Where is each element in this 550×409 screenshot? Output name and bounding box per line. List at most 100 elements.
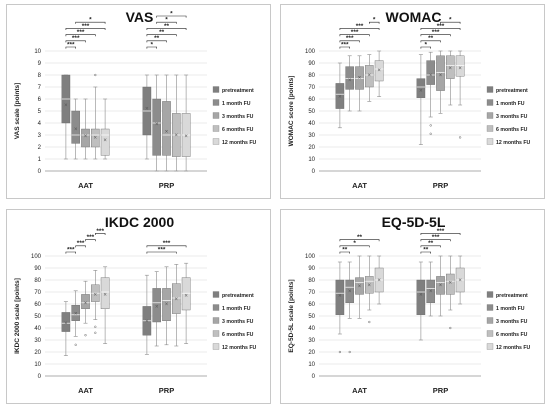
significance-bracket xyxy=(339,28,380,30)
significance-label: * xyxy=(170,10,173,17)
box xyxy=(416,78,426,98)
significance-bracket xyxy=(156,15,187,18)
mean-marker: × xyxy=(74,312,78,318)
y-tick-label: 20 xyxy=(308,350,315,356)
significance-bracket xyxy=(65,34,96,37)
y-tick-label: 2 xyxy=(38,145,42,151)
legend-label: 6 months FU xyxy=(496,332,528,338)
box xyxy=(416,279,426,315)
significance-label: * xyxy=(373,17,376,24)
legend-label: 6 months FU xyxy=(222,127,254,133)
y-tick-label: 40 xyxy=(308,121,315,127)
outlier-point xyxy=(429,132,432,135)
x-category-label: AAT xyxy=(78,386,93,395)
y-tick-label: 1 xyxy=(38,157,42,163)
mean-marker: × xyxy=(377,278,381,284)
y-tick-label: 6 xyxy=(38,97,42,103)
chart-svg-vas: VAS VAS scale [points] 0 1 2 3 4 5 6 7 8 9 10 × × × × × AA… xyxy=(14,9,257,190)
box xyxy=(364,65,374,88)
significance-label: *** xyxy=(72,35,80,42)
y-tick-label: 80 xyxy=(34,278,41,284)
y-tick-label: 10 xyxy=(34,362,41,368)
outlier-point xyxy=(348,350,351,354)
mean-marker: × xyxy=(358,75,362,81)
box xyxy=(355,277,364,295)
y-tick-label: 60 xyxy=(308,97,315,103)
legend-label: pretreatment xyxy=(222,293,254,299)
outlier-point xyxy=(94,73,97,77)
x-category-label: AAT xyxy=(78,181,93,190)
y-tick-label: 10 xyxy=(308,157,315,163)
significance-bracket xyxy=(339,34,370,37)
significance-label: * xyxy=(151,41,154,48)
legend-swatch xyxy=(486,330,494,337)
y-axis-label: EQ-5D-5L scale [points] xyxy=(288,279,295,352)
mean-marker: × xyxy=(184,294,188,300)
mean-marker: × xyxy=(175,133,179,139)
y-tick-label: 5 xyxy=(38,109,42,115)
mean-marker: × xyxy=(145,107,149,113)
box xyxy=(162,288,171,322)
mean-marker: × xyxy=(103,138,107,144)
significance-label: ** xyxy=(423,246,429,253)
legend-label: 3 months FU xyxy=(496,114,528,120)
mean-marker: × xyxy=(64,321,68,327)
box xyxy=(345,66,354,90)
y-tick-label: 60 xyxy=(308,302,315,308)
significance-bracket xyxy=(369,21,380,24)
significance-label: ** xyxy=(428,35,434,42)
significance-label: *** xyxy=(77,240,85,247)
mean-marker: × xyxy=(84,134,88,140)
mean-marker: × xyxy=(449,280,453,286)
legend-swatch xyxy=(212,112,220,119)
significance-bracket xyxy=(65,40,86,43)
significance-bracket xyxy=(65,251,76,254)
significance-label: *** xyxy=(432,29,440,36)
box xyxy=(335,279,345,315)
mean-marker: × xyxy=(184,134,188,140)
y-axis-label: IKDC 2000 scale [points] xyxy=(14,278,21,354)
y-tick-label: 50 xyxy=(34,314,41,320)
significance-bracket xyxy=(156,21,177,24)
significance-label: * xyxy=(353,240,356,247)
chart-svg-womac: WOMAC WOMAC score [points] 0 10 20 30 40 50 60 70… xyxy=(288,9,531,190)
outlier-point xyxy=(429,124,432,127)
legend-swatch xyxy=(212,343,220,350)
legend-swatch xyxy=(486,112,494,119)
significance-label: *** xyxy=(67,41,75,48)
significance-bracket xyxy=(95,233,106,235)
significance-bracket xyxy=(339,251,350,254)
y-axis-label: WOMAC score [points] xyxy=(288,76,295,147)
box xyxy=(436,55,445,91)
y-tick-label: 100 xyxy=(305,49,316,55)
y-tick-label: 30 xyxy=(308,133,315,139)
significance-bracket xyxy=(420,34,451,37)
legend-swatch xyxy=(212,86,220,93)
box xyxy=(426,60,436,85)
significance-label: *** xyxy=(346,35,354,42)
significance-bracket xyxy=(146,28,187,30)
significance-label: *** xyxy=(158,246,166,253)
box xyxy=(81,128,90,148)
y-tick-label: 90 xyxy=(308,266,315,272)
box xyxy=(152,98,162,156)
x-category-label: PRP xyxy=(159,386,174,395)
mean-marker: × xyxy=(439,283,443,289)
legend-swatch xyxy=(212,125,220,132)
chart-svg-eq5d: EQ-5D-5L EQ-5D-5L scale [points] 0 10 20 30 40… xyxy=(288,214,531,395)
significance-label: ** xyxy=(357,234,363,241)
significance-bracket xyxy=(85,239,96,242)
chart-title: WOMAC xyxy=(386,9,442,25)
y-tick-label: 60 xyxy=(34,302,41,308)
significance-bracket xyxy=(420,46,431,49)
y-tick-label: 50 xyxy=(308,314,315,320)
legend-label: 1 month FU xyxy=(222,306,251,312)
legend-label: pretreatment xyxy=(496,293,528,299)
significance-label: *** xyxy=(67,246,75,253)
mean-marker: × xyxy=(103,292,107,298)
significance-label: ** xyxy=(428,240,434,247)
chart-panel-vas: VAS VAS scale [points] 0 1 2 3 4 5 6 7 8 9 10 × × × × × AA… xyxy=(6,4,271,199)
chart-panel-womac: WOMAC WOMAC score [points] 0 10 20 30 40 50 60 70… xyxy=(280,4,545,199)
outlier-point xyxy=(94,331,97,334)
y-tick-label: 0 xyxy=(38,374,42,380)
